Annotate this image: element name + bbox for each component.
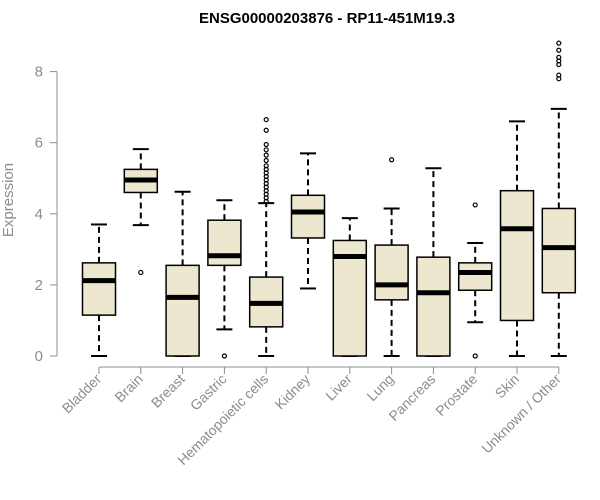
iqr-box [374,244,409,301]
box-bladder [81,223,117,357]
iqr-box [81,262,117,316]
outlier-point [556,72,562,78]
box-series [81,40,577,359]
x-tick-label: Bladder [59,371,105,417]
y-tick-label: 8 [35,64,43,81]
outlier-point [472,202,478,208]
x-tick-label: Breast [148,371,188,411]
outlier-point [263,157,269,164]
outlier-point [263,147,269,153]
y-tick-label: 6 [35,135,43,152]
iqr-box [165,264,200,357]
box-unknown-other [541,40,577,357]
x-tick-label: Unknown / Other [478,371,564,457]
iqr-box [290,194,326,239]
box-liver [332,217,368,357]
outlier-point [221,353,227,359]
outlier-point [472,353,478,359]
box-hematopoietic-cells [248,116,284,357]
x-tick-label: Skin [492,371,523,402]
outlier-point [556,47,562,53]
chart-title: ENSG00000203876 - RP11-451M19.3 [199,10,455,27]
iqr-box [207,219,242,267]
box-lung [374,157,409,357]
box-skin [499,120,535,357]
box-gastric [207,199,242,359]
y-tick-label: 0 [35,348,43,365]
x-tick-label: Prostate [432,371,480,419]
iqr-box [541,207,577,294]
box-brain [123,148,159,276]
outlier-point [263,116,269,123]
iqr-box [499,189,535,322]
box-pancreas [416,167,451,357]
x-tick-label: Liver [322,371,355,404]
y-tick-label: 2 [35,277,43,294]
iqr-box [457,262,493,291]
outlier-point [389,157,395,163]
x-tick-label: Lung [363,371,396,404]
box-breast [165,190,200,357]
outlier-point [263,141,269,148]
y-axis-label: Expression [0,163,17,237]
x-tick-label: Kidney [272,371,314,413]
outlier-point [556,54,562,60]
y-tick-label: 4 [35,206,43,223]
outlier-point [263,152,269,158]
outlier-point [556,40,562,46]
iqr-box [332,239,368,357]
outlier-point [138,269,144,276]
outlier-point [263,163,269,169]
iqr-box [416,256,451,357]
box-kidney [290,152,326,290]
y-axis: 0 2 4 6 8 [35,64,58,365]
outlier-point [263,127,269,133]
box-prostate [457,202,493,359]
x-tick-label: Brain [111,371,145,405]
